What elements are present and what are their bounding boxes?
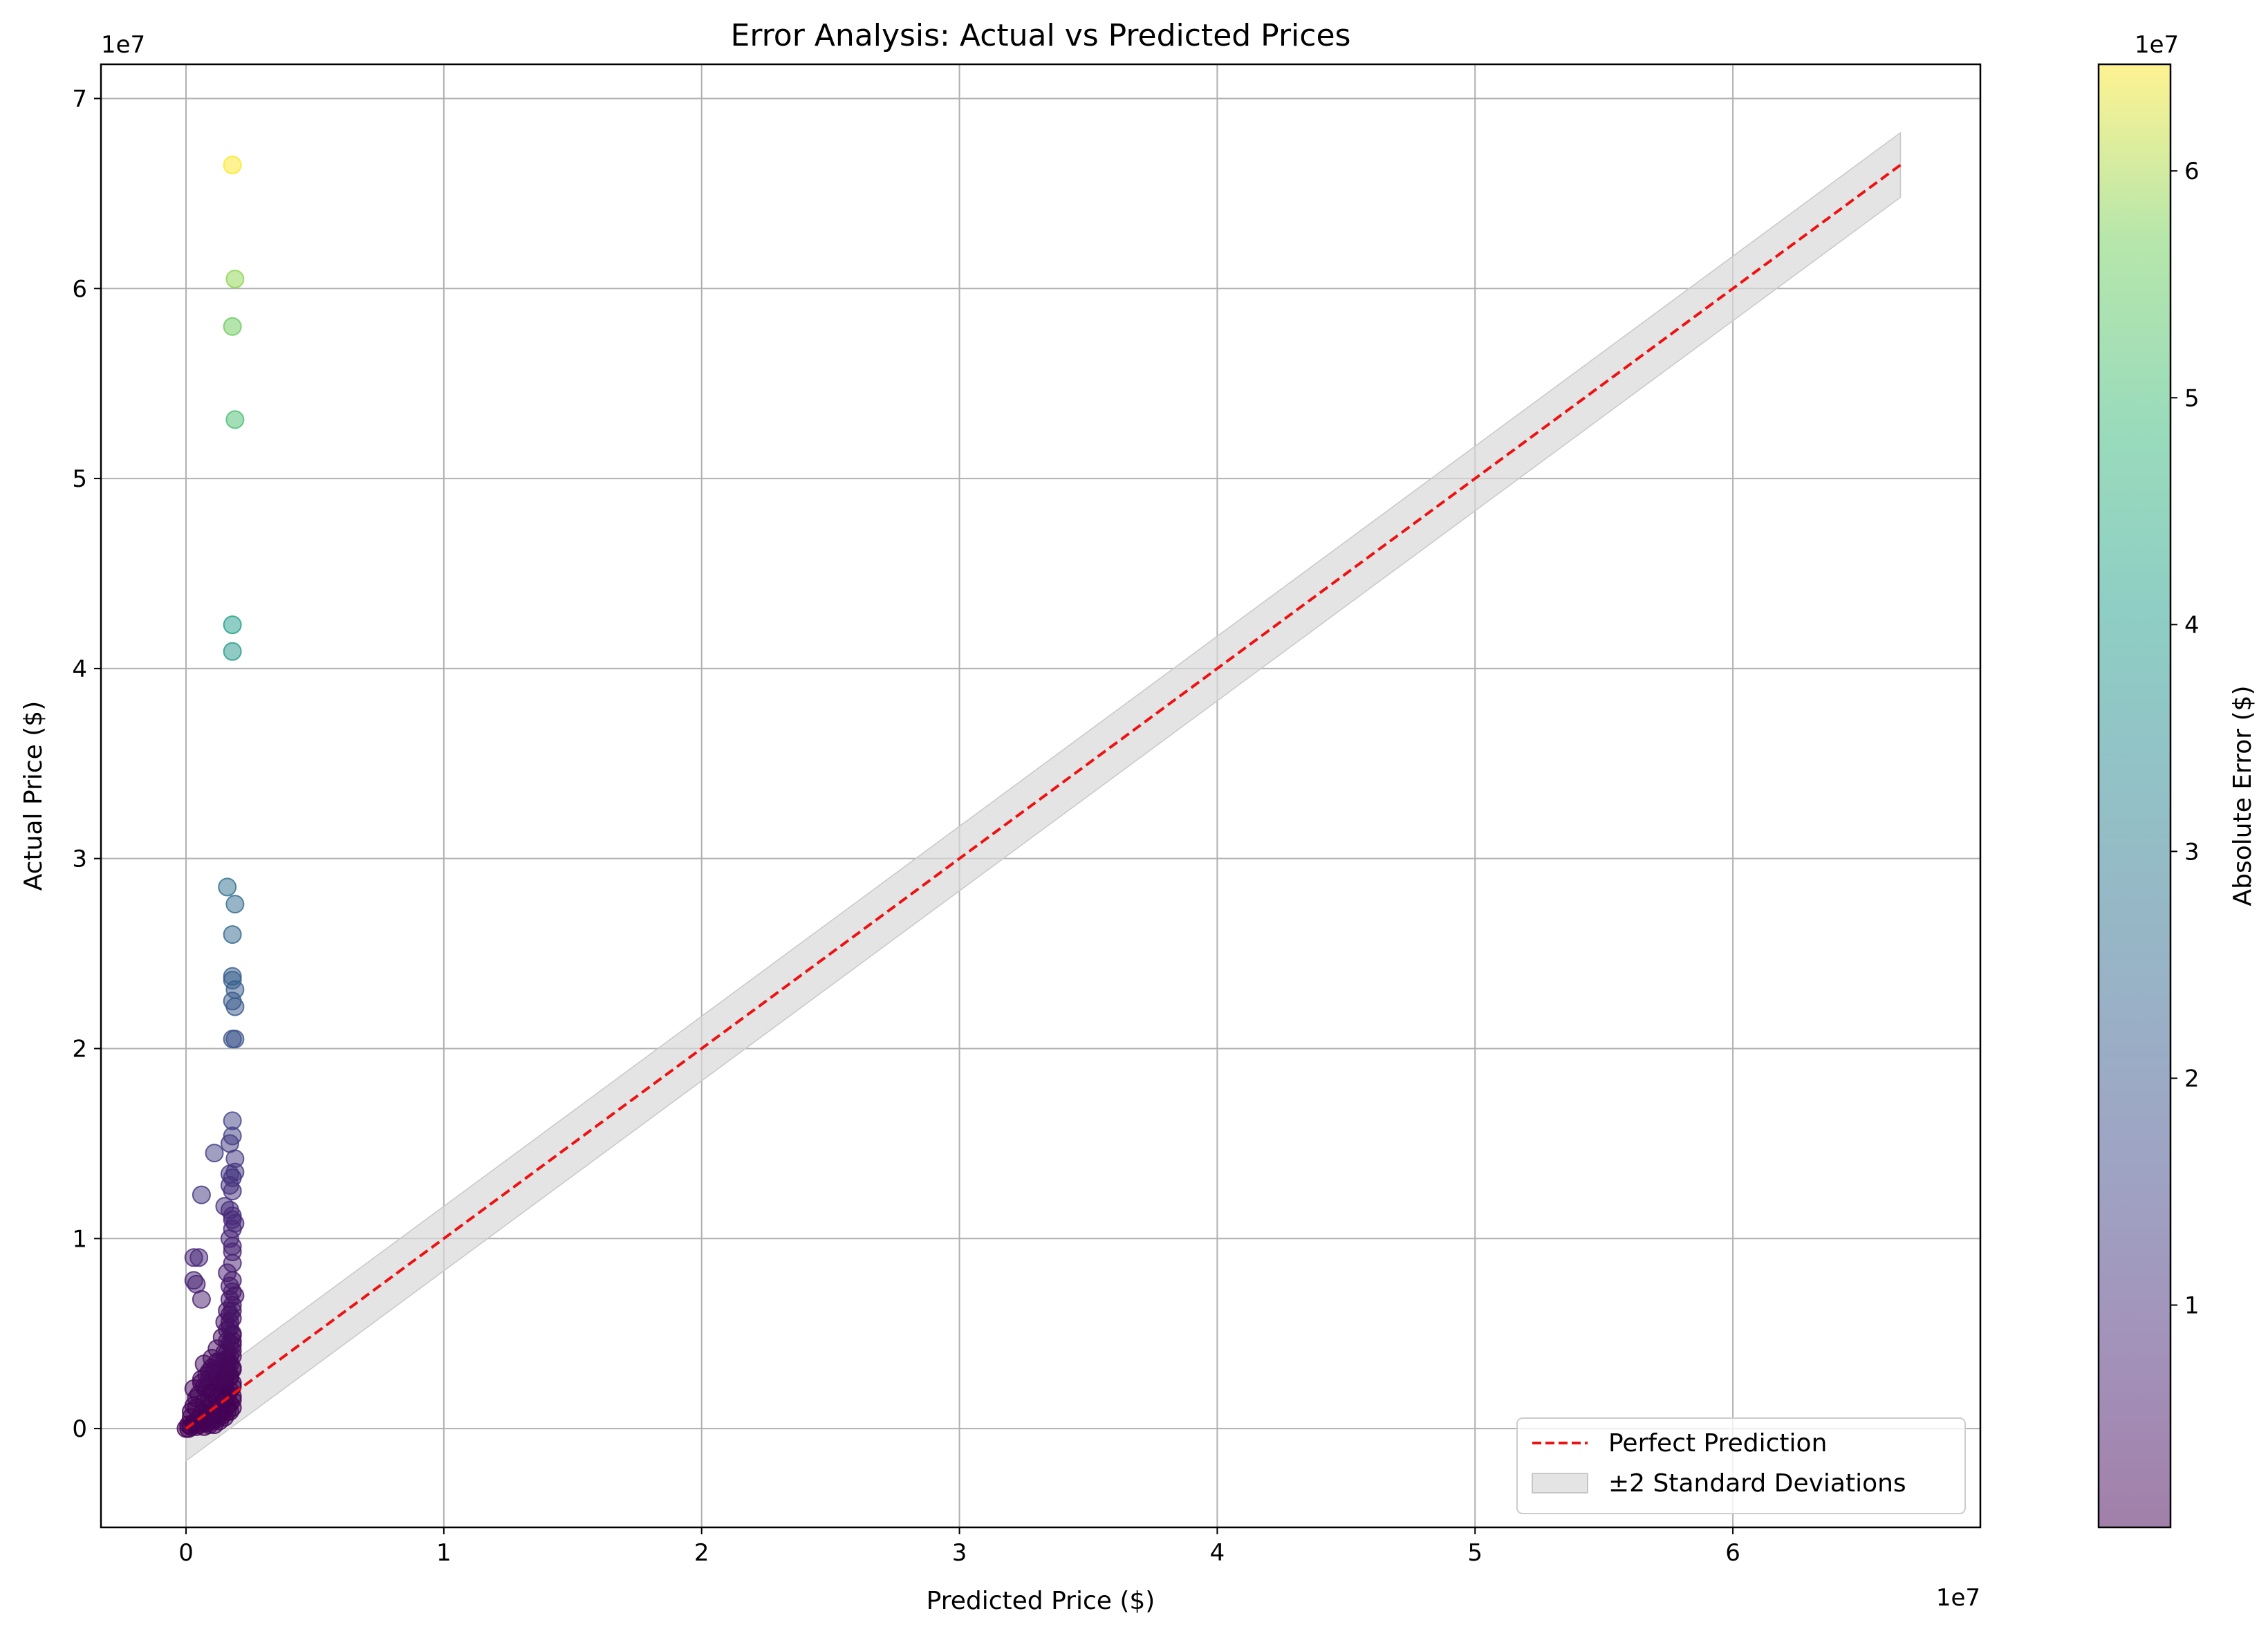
y-axis-label: Actual Price ($): [19, 701, 48, 891]
legend-label-std-band: ±2 Standard Deviations: [1608, 1469, 1906, 1498]
x-tick-label: 6: [1725, 1539, 1740, 1567]
legend-box: [1516, 1417, 1966, 1514]
x-axis-ticks: 0 1 2 3 4 5 6: [178, 1527, 1740, 1567]
scatter-point: [225, 895, 245, 914]
y-tick-label: 6: [72, 275, 87, 303]
colorbar-tick-label: 3: [2184, 838, 2200, 866]
scatter-point: [223, 317, 242, 336]
chart-title: Error Analysis: Actual vs Predicted Pric…: [731, 18, 1351, 53]
x-axis-label: Predicted Price ($): [927, 1587, 1155, 1615]
scatter-point: [189, 1248, 209, 1267]
x-tick-label: 3: [952, 1539, 967, 1567]
y-tick-label: 0: [72, 1415, 87, 1443]
legend-swatch-std-band: [1532, 1473, 1588, 1493]
colorbar: 1 2 3 4 5 6 1e7 Absolute Error ($): [2097, 31, 2257, 1529]
perfect-prediction-layer: [185, 164, 1902, 1430]
x-tick-label: 2: [694, 1539, 709, 1567]
scatter-points: [176, 156, 245, 1438]
y-tick-label: 1: [72, 1225, 87, 1253]
x-offset-text: 1e7: [1936, 1584, 1980, 1612]
scatter-point: [223, 1332, 242, 1351]
scatter-point: [225, 410, 245, 429]
scatter-point: [223, 1301, 242, 1321]
y-axis-ticks: 0 1 2 3 4 5 6 7: [72, 85, 101, 1443]
y-tick-label: 2: [72, 1035, 87, 1063]
legend-label-perfect-prediction: Perfect Prediction: [1608, 1429, 1827, 1458]
scatter-point: [223, 925, 242, 944]
scatter-point: [202, 1383, 221, 1402]
perfect-prediction-line: [185, 164, 1902, 1430]
gridlines: [101, 64, 1980, 1527]
x-tick-label: 0: [178, 1539, 194, 1567]
colorbar-tick-label: 6: [2184, 158, 2200, 185]
x-tick-label: 1: [436, 1539, 452, 1567]
colorbar-offset-text: 1e7: [2135, 31, 2179, 59]
scatter-point: [223, 156, 242, 175]
legend: Perfect Prediction ±2 Standard Deviation…: [1516, 1417, 1966, 1514]
scatter-point: [223, 642, 242, 661]
colorbar-label: Absolute Error ($): [2229, 686, 2257, 906]
scatter-point: [205, 1144, 224, 1163]
y-tick-label: 5: [72, 465, 87, 493]
scatter-point: [181, 1402, 201, 1421]
y-offset-text: 1e7: [101, 31, 145, 59]
scatter-point: [218, 877, 237, 897]
scatter-point: [192, 1185, 211, 1204]
scatter-point: [223, 615, 242, 635]
y-tick-label: 4: [72, 655, 87, 683]
colorbar-tick-label: 2: [2184, 1065, 2200, 1092]
colorbar-tick-label: 4: [2184, 611, 2200, 639]
scatter-point: [223, 1182, 242, 1201]
colorbar-ticks: 1 2 3 4 5 6: [2171, 158, 2200, 1319]
scatter-point: [225, 270, 245, 289]
colorbar-tick-label: 1: [2184, 1292, 2200, 1319]
scatter-point: [192, 1290, 211, 1309]
x-tick-label: 5: [1467, 1539, 1482, 1567]
y-tick-label: 3: [72, 846, 87, 873]
scatter-point: [225, 997, 245, 1016]
x-tick-label: 4: [1210, 1539, 1225, 1567]
colorbar-gradient: [2097, 63, 2172, 1529]
colorbar-tick-label: 5: [2184, 384, 2200, 412]
scatter-point: [225, 1030, 245, 1049]
plot-frame: [100, 63, 1982, 1529]
y-tick-label: 7: [72, 85, 87, 113]
